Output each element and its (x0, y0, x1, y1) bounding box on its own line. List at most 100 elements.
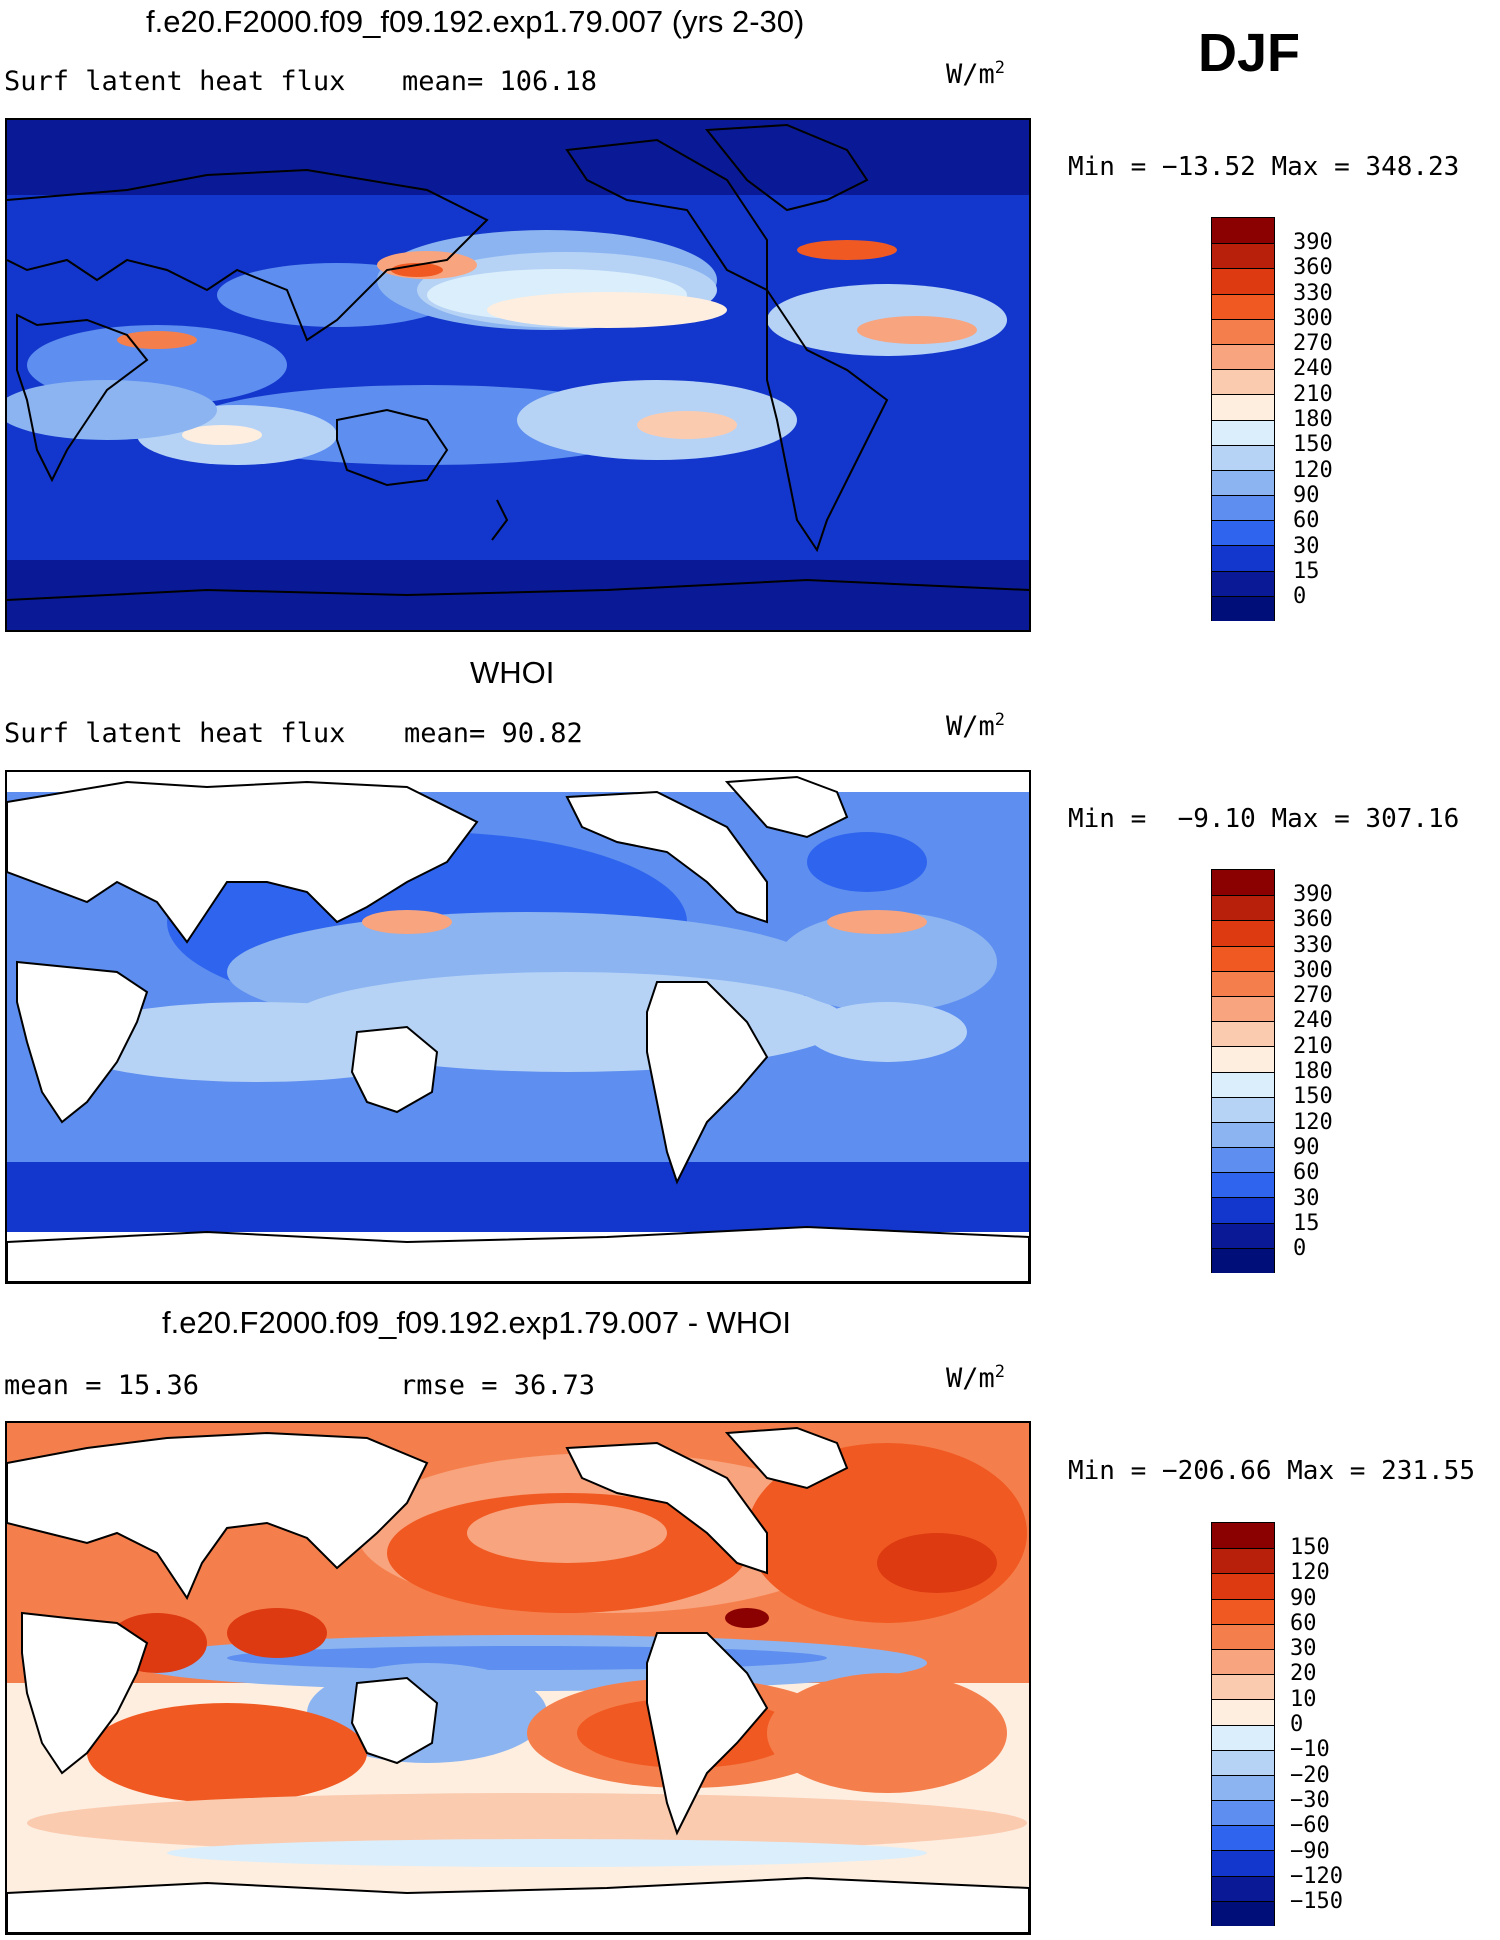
panel2-tick: 330 (1293, 932, 1333, 958)
panel3-colorbar-cell (1212, 1623, 1274, 1649)
panel1-colorbar-cell (1212, 570, 1274, 596)
panel2-colorbar-cell (1212, 945, 1274, 971)
panel3-colorbar (1211, 1522, 1275, 1926)
panel3-colorbar-cell (1212, 1875, 1274, 1901)
panel3-tick: 120 (1290, 1560, 1330, 1586)
panel2-tick: 150 (1293, 1084, 1333, 1110)
panel3-colorbar-cell (1212, 1900, 1274, 1926)
panel3-colorbar-cell (1212, 1699, 1274, 1725)
panel1-tick: 270 (1293, 331, 1333, 357)
panel2-tick: 240 (1293, 1008, 1333, 1034)
panel2-map (5, 770, 1031, 1284)
panel2-colorbar-cell (1212, 1071, 1274, 1097)
panel3-colorbar-cell (1212, 1825, 1274, 1851)
panel2-colorbar-cell (1212, 970, 1274, 996)
panel3-tick: 30 (1290, 1636, 1317, 1662)
season-label: DJF (1198, 23, 1301, 83)
panel2-colorbar-cell (1212, 995, 1274, 1022)
panel3-tick: −150 (1290, 1889, 1343, 1915)
panel1-tick: 0 (1293, 584, 1307, 610)
panel1-tick: 390 (1293, 230, 1333, 255)
panel2-colorbar-cell (1212, 1096, 1274, 1122)
panel1-tick: 330 (1293, 280, 1333, 306)
panel2-colorbar-cell (1212, 895, 1274, 921)
panel1-colorbar-cell (1212, 218, 1274, 244)
panel3-tick: −120 (1290, 1863, 1343, 1889)
panel3-colorbar-cell (1212, 1674, 1274, 1700)
panel3-tick: 90 (1290, 1585, 1317, 1611)
panel3-tick: 10 (1290, 1686, 1317, 1712)
panel1-tick: 360 (1293, 255, 1333, 281)
panel1-tick: 300 (1293, 305, 1333, 331)
panel2-tick: 180 (1293, 1059, 1333, 1085)
panel2-tick: 210 (1293, 1033, 1333, 1059)
panel2-title: WHOI (470, 655, 555, 690)
panel3-tick: 150 (1290, 1535, 1330, 1560)
panel2-colorbar-cell (1212, 920, 1274, 946)
panel3-colorbar-cell (1212, 1648, 1274, 1675)
panel1-variable-label: Surf latent heat flux (4, 66, 346, 97)
panel3-tick: −30 (1290, 1787, 1330, 1813)
panel1-colorbar-cell (1212, 343, 1274, 370)
panel1-tick: 15 (1293, 558, 1320, 584)
panel3-colorbar-cell (1212, 1523, 1274, 1549)
panel2-colorbar-cell (1212, 1197, 1274, 1223)
panel2-colorbar-cell (1212, 1121, 1274, 1148)
panel1-colorbar-cell (1212, 318, 1274, 344)
panel1-colorbar-cell (1212, 520, 1274, 546)
panel3-colorbar-cell (1212, 1548, 1274, 1574)
panel2-units: W/m2 (946, 710, 1006, 742)
panel2-tick: 300 (1293, 957, 1333, 983)
panel2-colorbar-cell (1212, 1172, 1274, 1198)
panel3-tick: −90 (1290, 1838, 1330, 1864)
panel2-colorbar-ticks: 390 360 330 300 270 240 210 180 150 120 … (1293, 882, 1333, 1261)
panel2-colorbar-cell (1212, 1046, 1274, 1072)
panel3-tick: 0 (1290, 1712, 1304, 1738)
panel2-tick: 60 (1293, 1160, 1320, 1186)
panel2-colorbar-cell (1212, 1222, 1274, 1248)
panel1-colorbar-cell (1212, 243, 1274, 269)
panel1-colorbar-cell (1212, 293, 1274, 319)
panel1-colorbar-cell (1212, 545, 1274, 571)
panel2-colorbar-cell (1212, 1147, 1274, 1173)
panel1-colorbar (1211, 217, 1275, 621)
panel1-mean-label: mean= 106.18 (402, 66, 598, 97)
panel3-colorbar-cell (1212, 1749, 1274, 1775)
panel1-tick: 90 (1293, 482, 1320, 508)
panel3-tick: −10 (1290, 1737, 1330, 1763)
panel1-colorbar-cell (1212, 394, 1274, 420)
panel2-minmax: Min = −9.10 Max = 307.16 (1068, 804, 1460, 834)
panel3-tick: 60 (1290, 1610, 1317, 1636)
panel3-minmax: Min = −206.66 Max = 231.55 (1068, 1456, 1475, 1486)
panel2-variable-label: Surf latent heat flux (4, 718, 346, 749)
panel3-tick: −20 (1290, 1762, 1330, 1788)
panel2-tick: 360 (1293, 907, 1333, 933)
panel1-minmax: Min = −13.52 Max = 348.23 (1068, 152, 1460, 182)
panel1-tick: 240 (1293, 356, 1333, 382)
panel3-colorbar-cell (1212, 1724, 1274, 1750)
panel1-colorbar-cell (1212, 469, 1274, 496)
panel3-tick: −60 (1290, 1813, 1330, 1839)
panel1-colorbar-cell (1212, 444, 1274, 470)
panel2-colorbar-cell (1212, 1021, 1274, 1047)
panel3-tick: 20 (1290, 1661, 1317, 1687)
panel1-tick: 60 (1293, 508, 1320, 534)
panel1-colorbar-cell (1212, 495, 1274, 521)
panel3-map (5, 1421, 1031, 1935)
panel2-tick: 15 (1293, 1210, 1320, 1236)
panel1-tick: 150 (1293, 432, 1333, 458)
panel3-colorbar-cell (1212, 1598, 1274, 1624)
panel3-mean-label: mean = 15.36 (4, 1370, 200, 1401)
panel1-title: f.e20.F2000.f09_f09.192.exp1.79.007 (yrs… (146, 4, 805, 39)
panel3-title: f.e20.F2000.f09_f09.192.exp1.79.007 - WH… (162, 1305, 792, 1340)
panel3-units: W/m2 (946, 1362, 1006, 1394)
panel2-tick: 90 (1293, 1134, 1320, 1160)
panel2-tick: 120 (1293, 1109, 1333, 1135)
panel1-tick: 120 (1293, 457, 1333, 483)
panel3-rmse-label: rmse = 36.73 (400, 1370, 596, 1401)
panel2-colorbar (1211, 869, 1275, 1273)
panel2-tick: 270 (1293, 983, 1333, 1009)
panel1-colorbar-cell (1212, 268, 1274, 294)
panel3-colorbar-cell (1212, 1774, 1274, 1801)
panel1-colorbar-cell (1212, 419, 1274, 445)
